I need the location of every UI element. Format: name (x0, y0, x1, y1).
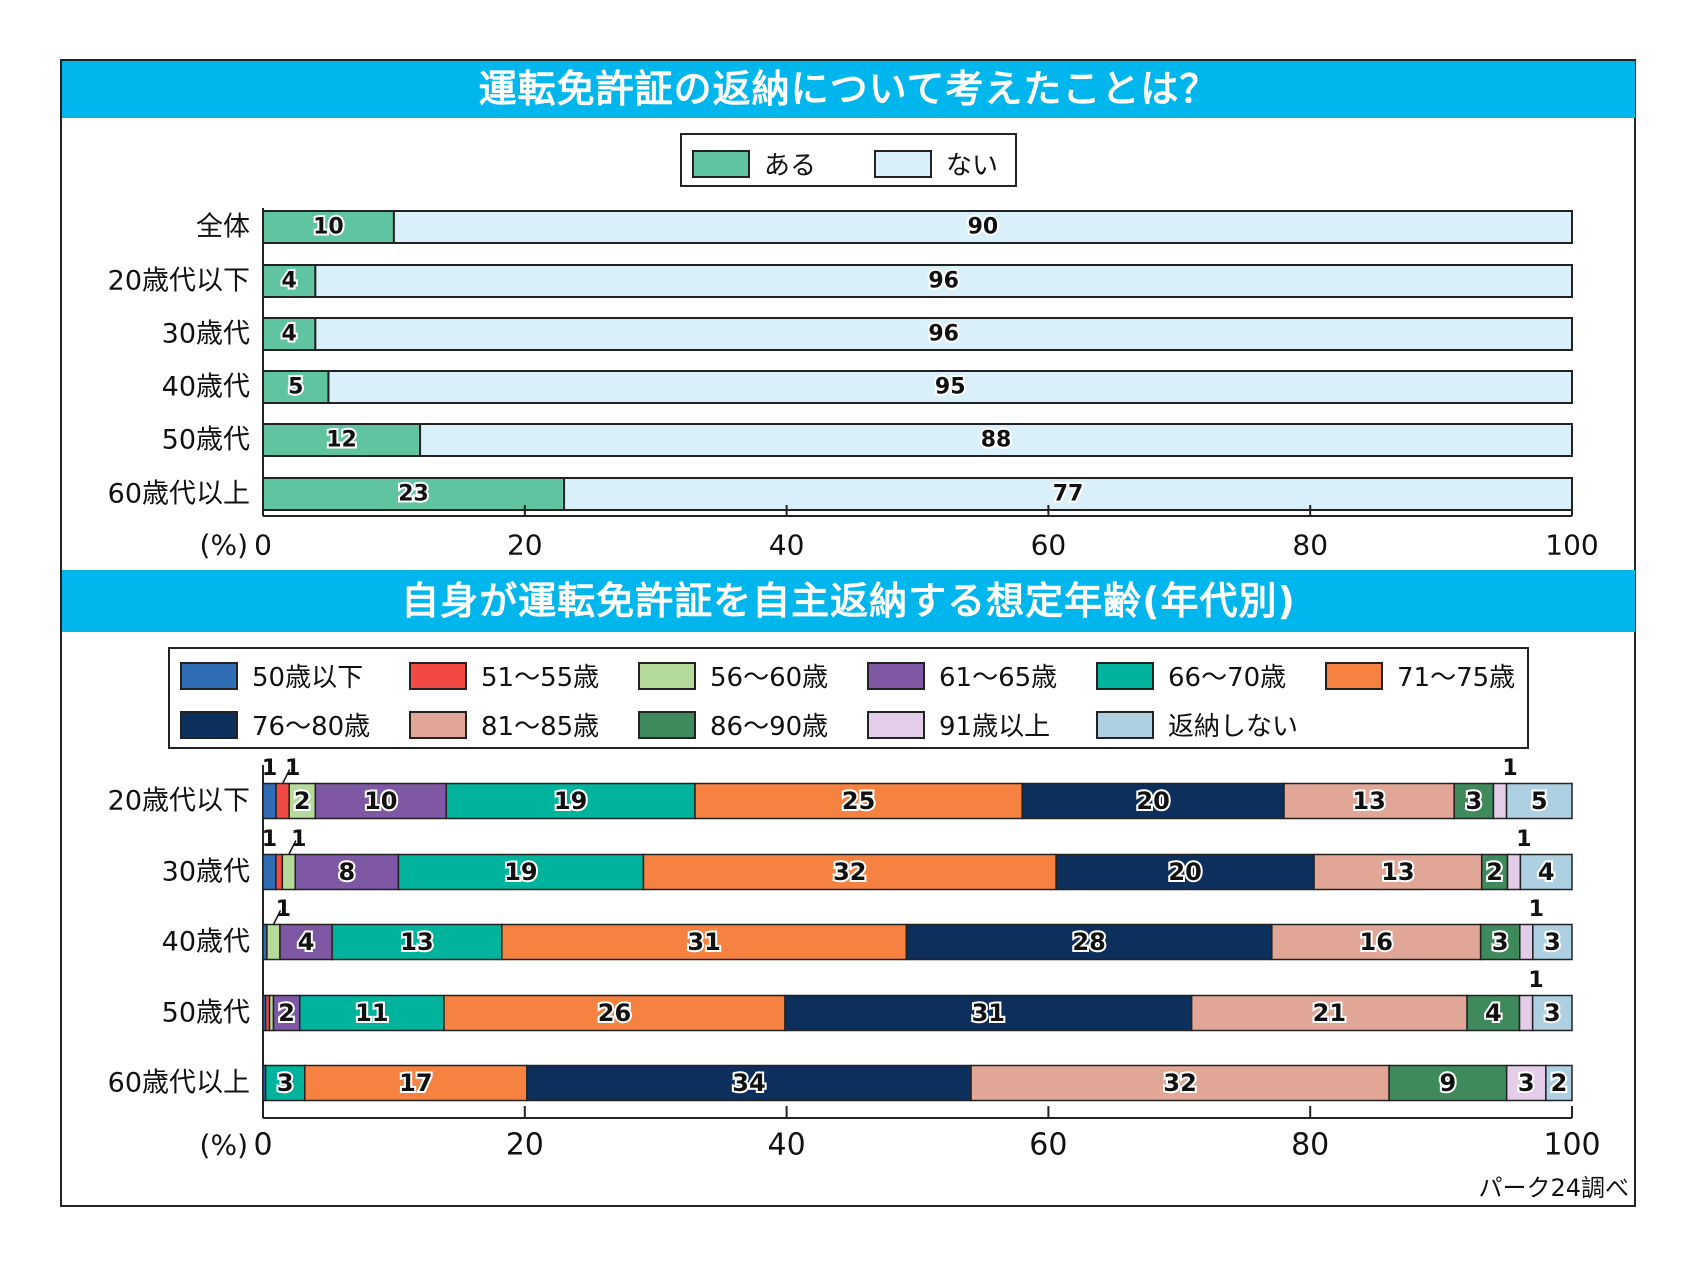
legend-swatch (1096, 710, 1154, 739)
chart1-legend: ある ない (680, 133, 1017, 187)
legend-label: 56〜60歳 (710, 663, 829, 693)
legend-swatch-nai (874, 149, 932, 178)
legend-swatch (180, 661, 238, 690)
legend-label: 71〜75歳 (1397, 663, 1516, 693)
legend-label: 91歳以上 (939, 712, 1051, 742)
legend-item-nai: ない (874, 145, 998, 182)
legend-swatch (180, 710, 238, 739)
legend-item: 81〜85歳 (409, 706, 599, 743)
legend-item: 66〜70歳 (1096, 657, 1286, 694)
legend-label: ある (764, 151, 817, 181)
legend-item: 56〜60歳 (638, 657, 828, 694)
legend-item: 76〜80歳 (180, 706, 370, 743)
legend-swatch-aru (692, 149, 750, 178)
legend-swatch (638, 710, 696, 739)
legend-label: ない (946, 151, 999, 181)
legend-swatch (1325, 661, 1383, 690)
chart1-title: 運転免許証の返納について考えたことは？ (62, 61, 1635, 118)
legend-item: 71〜75歳 (1325, 657, 1515, 694)
legend-swatch (867, 661, 925, 690)
legend-label: 86〜90歳 (710, 712, 829, 742)
legend-item: 返納しない (1096, 706, 1298, 743)
legend-label: 76〜80歳 (252, 712, 371, 742)
legend-swatch (638, 661, 696, 690)
legend-swatch (409, 710, 467, 739)
legend-item: 51〜55歳 (409, 657, 599, 694)
legend-item: 61〜65歳 (867, 657, 1057, 694)
legend-label: 61〜65歳 (939, 663, 1058, 693)
legend-swatch (409, 661, 467, 690)
legend-item: 50歳以下 (180, 657, 363, 694)
legend-swatch (867, 710, 925, 739)
source-note: パーク24調べ (1478, 1174, 1629, 1202)
legend-swatch (1096, 661, 1154, 690)
legend-label: 返納しない (1168, 712, 1299, 742)
legend-label: 50歳以下 (252, 663, 364, 693)
chart2-title: 自身が運転免許証を自主返納する想定年齢(年代別) (62, 570, 1635, 632)
legend-label: 81〜85歳 (481, 712, 600, 742)
legend-item: 91歳以上 (867, 706, 1050, 743)
chart-frame (60, 59, 1636, 1207)
legend-label: 66〜70歳 (1168, 663, 1287, 693)
chart2-legend: 50歳以下 51〜55歳 56〜60歳 61〜65歳 66〜70歳 71〜75歳 76〜80… (168, 647, 1529, 749)
legend-item: 86〜90歳 (638, 706, 828, 743)
legend-item-aru: ある (692, 145, 816, 182)
legend-label: 51〜55歳 (481, 663, 600, 693)
